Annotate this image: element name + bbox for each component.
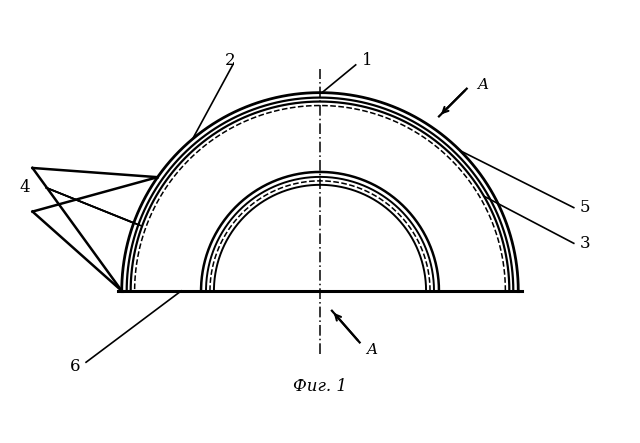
Text: 5: 5 — [580, 199, 590, 216]
Text: A: A — [477, 78, 488, 92]
Text: 6: 6 — [70, 358, 80, 375]
Text: Фиг. 1: Фиг. 1 — [293, 377, 347, 395]
Text: A: A — [366, 343, 377, 358]
Text: 3: 3 — [580, 235, 590, 252]
Text: 4: 4 — [20, 179, 31, 196]
Text: 1: 1 — [362, 52, 372, 70]
Text: 2: 2 — [225, 52, 236, 70]
